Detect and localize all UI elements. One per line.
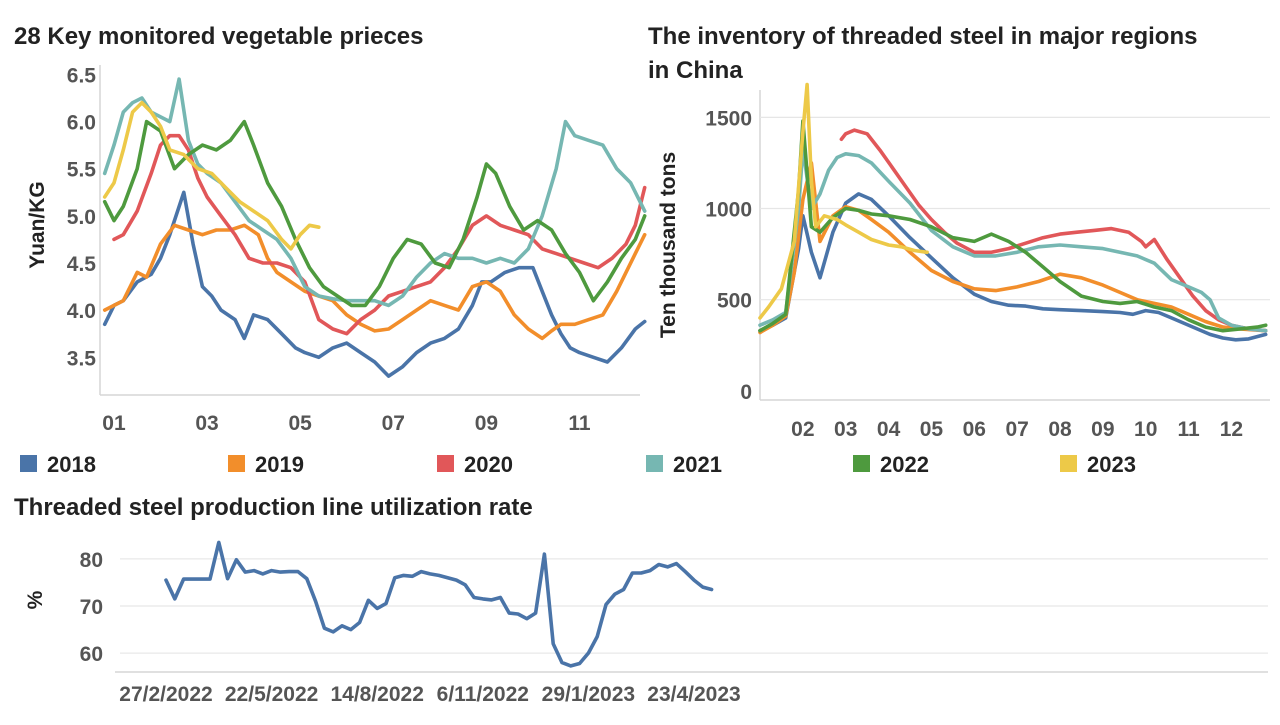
legend-swatch [228,455,245,472]
inventory-y-tick: 500 [717,290,752,313]
vegetable-x-tick: 03 [195,412,218,435]
inventory-x-tick: 07 [1005,418,1028,441]
utilization-y-axis-label: % [24,590,47,609]
vegetable-x-tick: 01 [102,412,126,435]
vegetable-y-tick: 3.5 [67,347,97,370]
inventory-series-2021 [758,146,1268,333]
vegetable-series-2019 [102,223,647,341]
inventory-series-2020 [839,128,1268,333]
vegetable-series-2023 [102,100,321,251]
inventory-x-tick: 02 [791,418,814,441]
vegetable-y-tick: 5.0 [67,206,96,229]
inventory-y-tick: 1500 [705,107,752,130]
inventory-series-2023 [758,82,929,320]
series-lines [102,77,1268,668]
utilization-chart-title: Threaded steel production line utilizati… [14,494,533,521]
inventory-x-tick: 10 [1134,418,1157,441]
legend-label: 2019 [255,452,304,477]
legend-label: 2020 [464,452,513,477]
legend-item-2022: 2022 [853,452,929,477]
vegetable-y-axis-label: Yuan/KG [26,181,49,269]
vegetable-y-tick: 4.5 [67,253,97,276]
inventory-x-tick: 06 [963,418,986,441]
inventory-y-tick: 0 [740,381,752,404]
inventory-series-2022 [758,119,1268,333]
vegetable-y-tick: 4.0 [67,300,96,323]
legend-swatch [20,455,37,472]
utilization-x-tick: 23/4/2023 [647,683,740,706]
vegetable-series-2021 [102,77,647,308]
legend-label: 2018 [47,452,96,477]
vegetable-x-tick: 09 [475,412,498,435]
legend-label: 2022 [880,452,929,477]
vegetable-chart-title: 28 Key monitored vegetable prieces [14,23,424,50]
tick-labels: 3.54.04.55.05.56.06.501 03 05 07 09 110500100… [67,64,1243,706]
inventory-x-tick: 09 [1091,418,1114,441]
legend-item-2020: 2020 [437,452,513,477]
utilization-y-tick: 60 [80,643,103,666]
legend-item-2018: 2018 [20,452,96,477]
vegetable-y-tick: 5.5 [67,159,97,182]
legend-item-2021: 2021 [646,452,722,477]
utilization-y-tick: 80 [80,549,103,572]
utilization-x-tick: 6/11/2022 [437,683,529,706]
utilization-y-tick: 70 [80,596,103,619]
steel-inventory-title-line-1: The inventory of threaded steel in major… [648,23,1197,50]
inventory-x-tick: 12 [1220,418,1243,441]
inventory-x-tick: 08 [1048,418,1072,441]
vegetable-x-tick: 07 [382,412,405,435]
legend-item-2019: 2019 [228,452,304,477]
utilization-series [164,540,714,668]
legend: 2018 2019 2020 2021 2022 2023 [20,452,1136,477]
inventory-y-tick: 1000 [705,199,752,222]
legend-swatch [646,455,663,472]
inventory-x-tick: 04 [877,418,901,441]
inventory-x-tick: 03 [834,418,857,441]
inventory-y-axis-label: Ten thousand tons [657,152,680,338]
steel-inventory-chart-title: The inventory of threaded steel in major… [648,23,1204,84]
legend-item-2023: 2023 [1060,452,1136,477]
vegetable-series-2018 [102,190,647,378]
legend-swatch [853,455,870,472]
utilization-x-tick: 14/8/2022 [330,683,423,706]
vegetable-x-tick: 11 [568,412,591,435]
vegetable-x-tick: 05 [288,412,312,435]
vegetable-series-2020 [112,133,647,336]
utilization-x-tick: 29/1/2023 [542,683,635,706]
legend-label: 2021 [673,452,722,477]
vegetable-y-tick: 6.0 [67,112,96,135]
utilization-x-tick: 22/5/2022 [225,683,318,706]
legend-label: 2023 [1087,452,1136,477]
legend-swatch [1060,455,1077,472]
utilization-x-tick: 27/2/2022 [119,683,212,706]
inventory-x-tick: 05 [920,418,944,441]
legend-swatch [437,455,454,472]
inventory-x-tick: 11 [1177,418,1200,441]
steel-inventory-title-line-2: in China [648,57,743,84]
vegetable-y-tick: 6.5 [67,64,97,87]
inventory-series-2018 [758,192,1268,342]
vegetable-series-2022 [102,119,647,308]
